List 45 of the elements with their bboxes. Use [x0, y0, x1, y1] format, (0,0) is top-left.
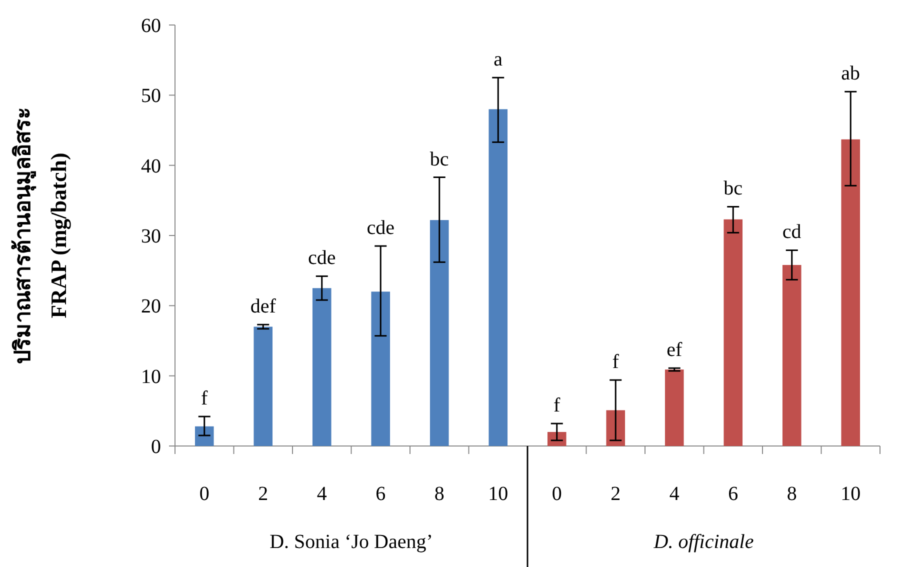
bar — [664, 370, 684, 446]
bar — [312, 288, 332, 446]
bar — [782, 264, 802, 446]
x-tick-label: 8 — [434, 483, 444, 505]
x-tick-label: 10 — [488, 483, 508, 505]
x-tick-label: 0 — [552, 483, 562, 505]
data-label: cde — [308, 247, 336, 270]
y-tick-label: 10 — [141, 366, 161, 388]
y-tick-label: 40 — [141, 155, 161, 178]
x-tick-label: 6 — [728, 483, 738, 505]
bar — [606, 410, 626, 446]
data-label: ef — [666, 339, 682, 362]
x-tick-label: 2 — [258, 483, 268, 505]
data-label: f — [612, 351, 620, 374]
data-label: cde — [366, 217, 395, 240]
text: D. officinale — [652, 531, 754, 553]
y-tick-label: 50 — [141, 85, 161, 108]
text: D. Sonia ‘Jo Daeng’ — [270, 531, 433, 553]
data-label: cd — [782, 221, 802, 244]
y-axis-title: ปริมาณสารต้านอนุมูลอิสระ FRAP (mg/batch) — [10, 107, 71, 364]
bar — [194, 426, 214, 446]
data-label: bc — [724, 178, 743, 200]
y-tick-label: 60 — [141, 15, 161, 37]
x-tick-label: 8 — [786, 483, 797, 505]
x-tick-label: 10 — [840, 483, 861, 505]
data-label: bc — [430, 148, 449, 170]
data-label: def — [250, 296, 276, 318]
bar — [724, 219, 743, 446]
data-label: ab — [841, 62, 860, 85]
bar — [841, 139, 860, 446]
data-label: f — [554, 394, 561, 417]
bar — [488, 109, 508, 446]
bar — [254, 326, 273, 446]
y-tick-label: 0 — [151, 436, 161, 458]
y-tick-label: 30 — [141, 226, 161, 248]
x-tick-label: 0 — [199, 483, 210, 505]
bar — [430, 220, 449, 446]
x-tick-label: 2 — [610, 483, 621, 505]
data-label: f — [201, 388, 208, 410]
x-tick-label: 4 — [669, 483, 680, 505]
x-tick-label: 6 — [376, 483, 386, 505]
x-tick-label: 4 — [316, 483, 327, 505]
bar — [371, 292, 390, 446]
data-label: a — [494, 48, 503, 71]
y-tick-label: 20 — [141, 296, 161, 318]
